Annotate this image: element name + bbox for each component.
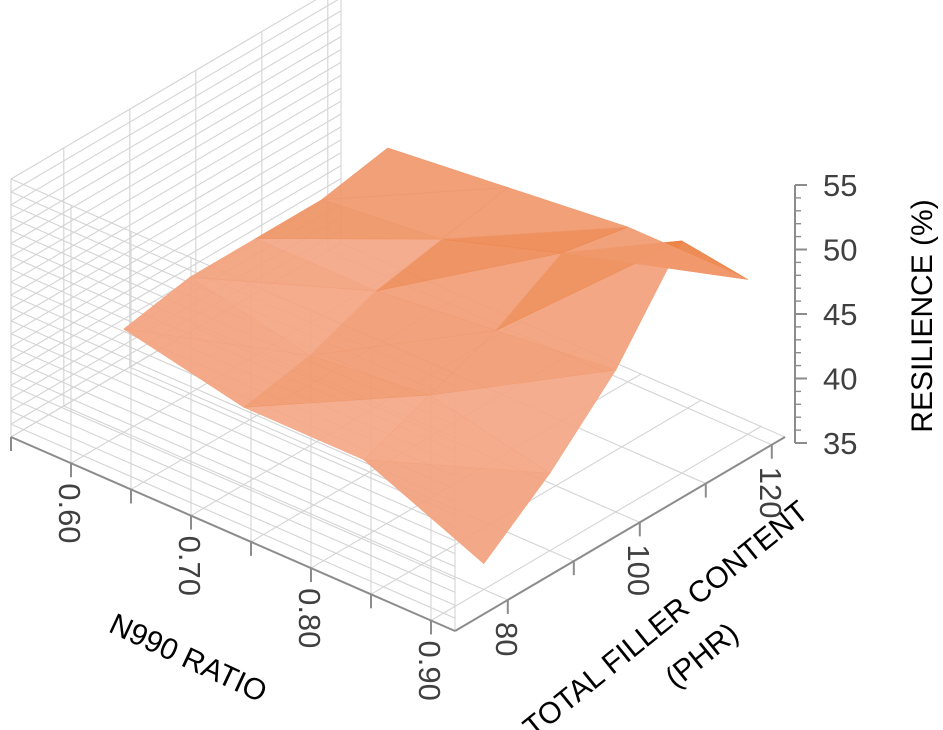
grid-line-back-wall-h: [10, 23, 342, 219]
z-tick-label: 40: [823, 362, 857, 397]
grid-line-back-wall-h: [10, 152, 342, 348]
y-axis-line: [454, 436, 786, 632]
grid-line-back-wall-h: [10, 113, 342, 309]
y-tick-label: 100: [621, 544, 656, 596]
grid-line-back-wall-h: [10, 61, 342, 257]
y-axis-title-line1: TOTAL FILLER CONTENT: [517, 495, 815, 730]
y-tick-label: 80: [489, 622, 524, 656]
grid-line-back-wall-h: [10, 49, 342, 244]
x-tick-label: 0.60: [52, 483, 87, 543]
grid-line-left-wall-h: [10, 320, 456, 516]
grid-line-left-wall-h: [10, 423, 456, 619]
surface-facet: [362, 459, 551, 565]
grid-line-back-wall-h: [10, 87, 342, 283]
grid-line-back-wall-h: [10, 165, 342, 361]
grid-line-left-wall-h: [10, 410, 456, 606]
grid-line-floor-x: [430, 426, 762, 621]
grid-line-back-wall-h: [10, 10, 342, 206]
surface-facet: [320, 147, 508, 201]
grid-line-left-wall-h: [10, 346, 456, 542]
grid-line-floor-y: [63, 405, 509, 601]
x-tick-label: 0.90: [412, 641, 447, 701]
y-tick-label: 120: [753, 467, 788, 519]
grid-line-left-wall-h: [10, 371, 456, 568]
grid-line-back-wall-h: [10, 100, 342, 296]
z-tick-label: 50: [823, 233, 857, 268]
z-tick-label: 45: [823, 297, 857, 332]
z-tick-label: 35: [823, 426, 857, 461]
z-tick-label: 55: [823, 168, 857, 203]
x-tick-label: 0.70: [172, 536, 207, 596]
grid-line-floor-x: [370, 399, 702, 595]
grid-line-back-wall-h: [10, 74, 342, 270]
grid-line-back-wall-h: [10, 126, 342, 322]
z-axis-title: RESILIENCE (%): [906, 199, 939, 432]
grid-line-left-wall-h: [10, 384, 456, 580]
grid-line-left-wall-h: [10, 397, 456, 593]
x-axis-line: [10, 436, 456, 632]
grid-line-back-wall-h: [10, 36, 342, 232]
axes: 0.60 0.70 0.80 0.90 80 100 120 35 40 45 50 55: [10, 168, 857, 701]
x-tick-label: 0.80: [292, 588, 327, 648]
grid-line-left-wall-h: [10, 359, 456, 555]
surface-mesh: [123, 147, 748, 565]
grid-line-left-wall-h: [10, 333, 456, 529]
grid-line-back-wall-h: [10, 178, 342, 373]
grid-line-back-wall-h: [10, 0, 339, 193]
x-axis-title: N990 RATIO: [104, 608, 272, 710]
grid-line-back-wall-h: [10, 139, 342, 335]
grid-line-back-wall-h: [10, 0, 317, 180]
